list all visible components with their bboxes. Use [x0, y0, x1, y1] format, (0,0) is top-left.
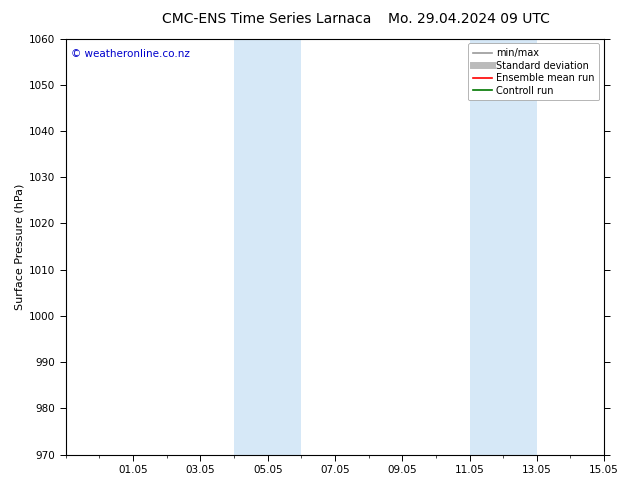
Legend: min/max, Standard deviation, Ensemble mean run, Controll run: min/max, Standard deviation, Ensemble me… — [468, 44, 599, 100]
Text: CMC-ENS Time Series Larnaca: CMC-ENS Time Series Larnaca — [162, 12, 371, 26]
Y-axis label: Surface Pressure (hPa): Surface Pressure (hPa) — [15, 183, 25, 310]
Bar — [470, 39, 537, 455]
Bar — [234, 39, 301, 455]
Text: Mo. 29.04.2024 09 UTC: Mo. 29.04.2024 09 UTC — [388, 12, 550, 26]
Text: © weatheronline.co.nz: © weatheronline.co.nz — [71, 49, 190, 59]
